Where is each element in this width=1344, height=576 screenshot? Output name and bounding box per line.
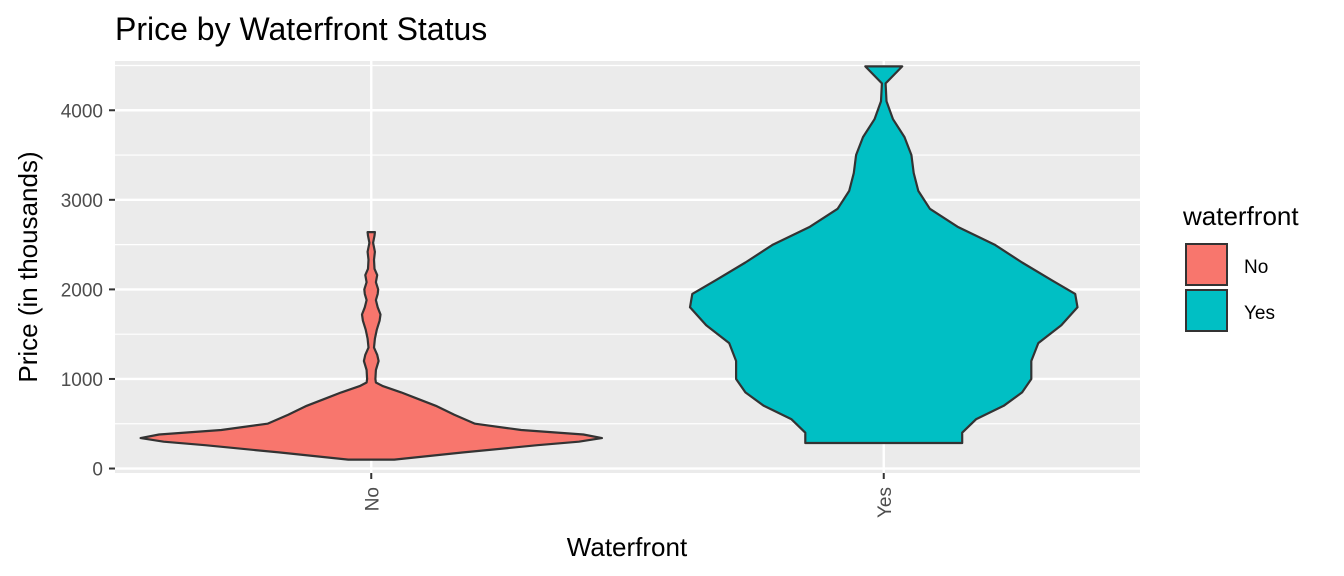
violins [139,65,1079,461]
chart-title: Price by Waterfront Status [115,11,487,47]
x-tick-label-no: No [362,487,383,511]
legend-label-yes: Yes [1244,303,1275,324]
y-tick-label: 1000 [61,370,103,391]
legend-key-yes [1185,289,1228,332]
violin-yes [688,65,1079,445]
y-axis: 0 1000 2000 3000 4000 [61,101,115,481]
y-tick-label: 2000 [61,280,103,301]
y-tick-label: 0 [92,460,103,481]
y-tick-label: 3000 [61,191,103,212]
legend-label-no: No [1244,257,1268,278]
y-axis-title: Price (in thousands) [13,151,43,382]
y-tick-label: 4000 [61,101,103,122]
x-axis-title: Waterfront [567,532,688,562]
legend-key-no [1185,243,1228,286]
legend: waterfront No Yes [1182,201,1299,332]
x-axis: No Yes [362,473,896,518]
legend-title: waterfront [1182,201,1299,231]
violin-no [139,231,603,461]
x-tick-label-yes: Yes [875,487,896,518]
